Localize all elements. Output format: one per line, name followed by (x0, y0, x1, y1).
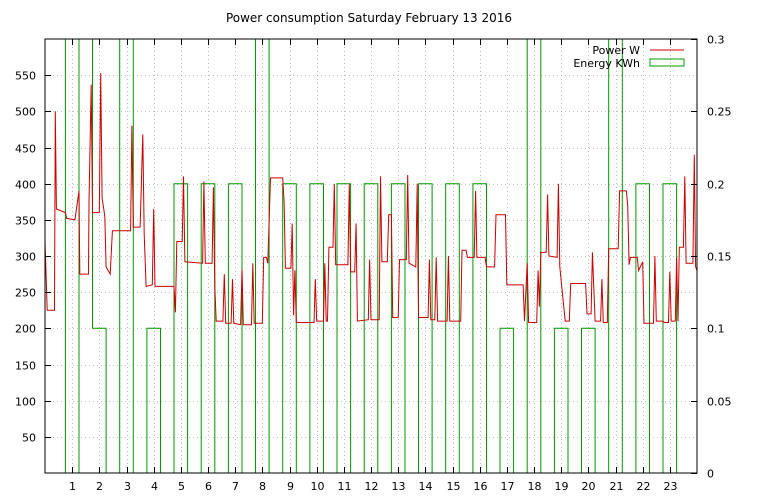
y2-tick-label: 0.3 (707, 34, 725, 47)
y-tick-label: 50 (22, 432, 36, 445)
x-tick-label: 6 (205, 480, 212, 493)
x-tick-label: 11 (338, 480, 352, 493)
y2-tick-label: 0.05 (707, 396, 732, 409)
x-tick-label: 9 (287, 480, 294, 493)
x-tick-label: 12 (365, 480, 379, 493)
y2-tick-label: 0.25 (707, 106, 732, 119)
y2-tick-label: 0.2 (707, 179, 725, 192)
x-tick-label: 8 (259, 480, 266, 493)
power-series (44, 72, 698, 326)
axis-ticks: 1 2 3 4 5 6 7 8 9 10 11 12 13 14 15 16 17 18 19 20 21 22 23501… (15, 34, 732, 494)
x-tick-label: 10 (311, 480, 325, 493)
y-tick-label: 200 (15, 323, 36, 336)
x-tick-label: 3 (124, 480, 131, 493)
x-tick-label: 21 (610, 480, 624, 493)
power-line (44, 72, 698, 326)
x-tick-label: 7 (232, 480, 239, 493)
x-tick-label: 14 (419, 480, 433, 493)
plot-frame (44, 38, 698, 474)
x-tick-label: 16 (474, 480, 488, 493)
y-tick-label: 450 (15, 143, 36, 156)
x-tick-label: 19 (555, 480, 569, 493)
y2-tick-label: 0 (707, 468, 714, 481)
x-tick-label: 2 (96, 480, 103, 493)
legend-swatch-energy (649, 58, 685, 67)
y-tick-label: 400 (15, 179, 36, 192)
x-tick-label: 23 (664, 480, 678, 493)
chart-title: Power consumption Saturday February 13 2… (226, 11, 512, 25)
x-tick-label: 13 (392, 480, 406, 493)
x-tick-label: 18 (528, 480, 542, 493)
legend: Power W Energy KWh (573, 44, 685, 70)
energy-line (45, 38, 697, 474)
x-tick-label: 22 (637, 480, 651, 493)
x-tick-label: 20 (582, 480, 596, 493)
energy-series (45, 38, 697, 474)
legend-label-energy: Energy KWh (573, 57, 640, 70)
y2-tick-label: 0.1 (707, 323, 725, 336)
y-tick-label: 500 (15, 106, 36, 119)
y-tick-label: 550 (15, 70, 36, 83)
x-tick-label: 15 (447, 480, 461, 493)
legend-label-power: Power W (592, 44, 640, 57)
x-tick-label: 4 (151, 480, 158, 493)
x-tick-label: 5 (178, 480, 185, 493)
grid (45, 39, 697, 473)
x-tick-label: 1 (69, 480, 76, 493)
y-tick-label: 150 (15, 360, 36, 373)
y-tick-label: 300 (15, 251, 36, 264)
y2-tick-label: 0.15 (707, 251, 732, 264)
y-tick-label: 350 (15, 215, 36, 228)
x-tick-label: 17 (501, 480, 515, 493)
y-tick-label: 100 (15, 396, 36, 409)
y-tick-label: 250 (15, 287, 36, 300)
